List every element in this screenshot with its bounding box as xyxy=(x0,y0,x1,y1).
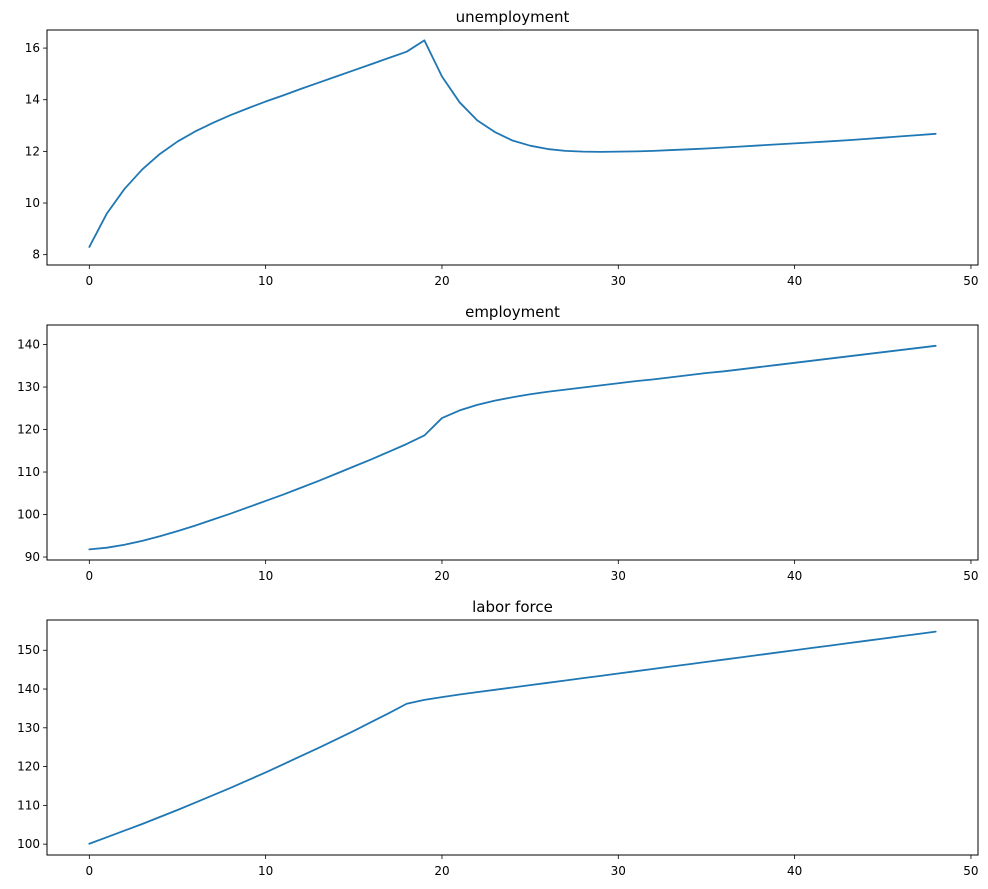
series-line xyxy=(88,39,937,248)
y-tick-label: 140 xyxy=(17,682,40,696)
x-tick-label: 0 xyxy=(85,569,93,583)
series-line xyxy=(88,630,937,845)
axes-frame xyxy=(46,324,979,561)
x-tick-label: 30 xyxy=(611,864,626,878)
x-tick-label: 40 xyxy=(787,274,802,288)
x-tick-label: 20 xyxy=(434,274,449,288)
subplot-labor-force: labor force 0 10 20 30 40 50 100 110 120 130 140 15… xyxy=(17,598,978,878)
y-tick-label: 130 xyxy=(17,721,40,735)
x-tick-label: 20 xyxy=(434,569,449,583)
x-tick-label: 10 xyxy=(258,274,273,288)
y-tick-label: 140 xyxy=(17,338,40,352)
x-tick-label: 50 xyxy=(963,569,978,583)
x-tick-label: 50 xyxy=(963,274,978,288)
x-tick-label: 50 xyxy=(963,864,978,878)
y-tick-label: 120 xyxy=(17,423,40,437)
y-tick-label: 100 xyxy=(17,837,40,851)
subplot-title: employment xyxy=(465,303,560,321)
x-tick-label: 0 xyxy=(85,274,93,288)
x-tick-label: 40 xyxy=(787,569,802,583)
y-tick-label: 12 xyxy=(25,144,40,158)
x-tick-label: 40 xyxy=(787,864,802,878)
x-tick-label: 10 xyxy=(258,569,273,583)
subplot-title: unemployment xyxy=(456,8,570,26)
x-tick-label: 10 xyxy=(258,864,273,878)
subplot-title: labor force xyxy=(472,598,553,616)
subplot-unemployment: unemployment 0 10 20 30 40 50 8 10 12 14 16 xyxy=(25,8,979,288)
y-tick-label: 110 xyxy=(17,465,40,479)
axes-frame xyxy=(46,29,979,266)
y-tick-label: 120 xyxy=(17,760,40,774)
y-tick-label: 100 xyxy=(17,508,40,522)
y-tick-label: 110 xyxy=(17,798,40,812)
y-tick-label: 130 xyxy=(17,380,40,394)
y-tick-label: 150 xyxy=(17,643,40,657)
y-tick-label: 10 xyxy=(25,196,40,210)
x-tick-label: 20 xyxy=(434,864,449,878)
x-tick-label: 0 xyxy=(85,864,93,878)
y-tick-label: 16 xyxy=(25,41,40,55)
y-tick-label: 14 xyxy=(25,93,40,107)
x-tick-label: 30 xyxy=(611,569,626,583)
subplot-employment: employment 0 10 20 30 40 50 90 100 110 120 130 140 xyxy=(17,303,978,583)
y-tick-label: 8 xyxy=(32,248,40,262)
x-tick-label: 30 xyxy=(611,274,626,288)
y-tick-label: 90 xyxy=(25,550,40,564)
axes-frame xyxy=(46,619,979,856)
series-line xyxy=(88,344,937,551)
